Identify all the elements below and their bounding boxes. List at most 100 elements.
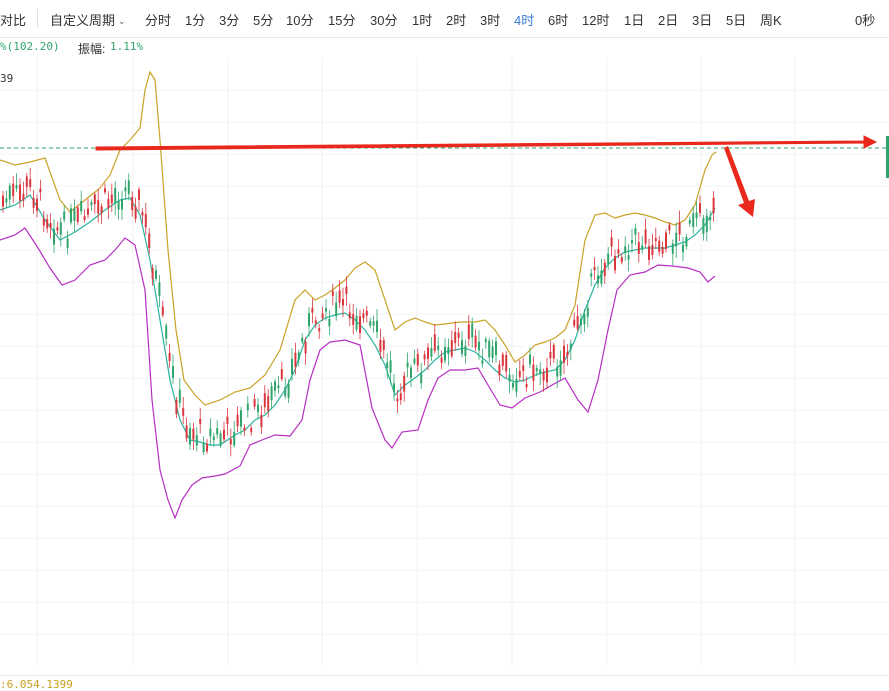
candle-body [416, 353, 419, 366]
candle-body [321, 313, 324, 319]
candle-body [219, 433, 222, 446]
candle-body [471, 323, 474, 338]
candle-body [32, 198, 35, 208]
tab-period-13[interactable]: 1日 [624, 13, 645, 28]
bollinger-middle-line [0, 194, 716, 446]
tab-period-8[interactable]: 2时 [446, 13, 467, 28]
tab-period-3[interactable]: 5分 [253, 13, 274, 28]
candle-body [369, 321, 372, 326]
candle-body [124, 187, 127, 192]
tab-period-15[interactable]: 3日 [692, 13, 713, 28]
candle-body [705, 215, 708, 233]
candle-body [413, 358, 416, 364]
candle-body [107, 198, 110, 208]
tab-period-9[interactable]: 3时 [480, 13, 501, 28]
candle-body [66, 238, 69, 248]
candle-body [243, 427, 246, 431]
candle-body [583, 313, 586, 325]
countdown-label: 0秒 [855, 13, 876, 28]
candle-body [168, 353, 171, 361]
candle-body [348, 312, 351, 319]
candle-body [396, 398, 399, 402]
candle-body [359, 316, 361, 334]
candle-body [532, 364, 535, 381]
candle-body [648, 246, 650, 260]
compare-button[interactable]: 对比 [0, 13, 27, 28]
tab-period-6[interactable]: 30分 [370, 13, 398, 28]
tab-period-7[interactable]: 1时 [412, 13, 433, 28]
candle-body [178, 389, 181, 403]
candle-body [644, 229, 647, 244]
tab-period-10[interactable]: 4时 [514, 13, 535, 28]
candle-body [70, 208, 72, 223]
candle-body [512, 382, 514, 388]
tab-period-2[interactable]: 3分 [219, 13, 240, 28]
candle-body [576, 316, 579, 329]
candle-body [671, 243, 674, 254]
candle-body [308, 313, 310, 327]
candle-body [59, 222, 62, 235]
candle-body [165, 325, 168, 339]
candle-body [46, 219, 49, 229]
candle-body [410, 367, 412, 378]
candle-body [93, 194, 96, 205]
tab-period-0[interactable]: 分时 [145, 13, 172, 28]
candle-body [80, 200, 83, 212]
candle-body [597, 275, 599, 284]
candle-body [263, 393, 266, 408]
candle-body [525, 384, 528, 388]
candle-body [454, 331, 457, 344]
amplitude-label: 振幅: [78, 42, 106, 56]
candle-body [76, 207, 79, 223]
candle-body [172, 366, 174, 378]
candle-body [90, 202, 93, 206]
tab-period-4[interactable]: 10分 [286, 13, 314, 28]
candle-body [549, 351, 552, 359]
candle-body [559, 360, 562, 376]
candle-body [226, 416, 229, 425]
candle-body [386, 362, 389, 369]
candle-body [692, 213, 695, 227]
candle-body [97, 200, 100, 214]
candle-body [668, 224, 671, 231]
candle-body [110, 194, 113, 204]
resistance-arrow [95, 135, 878, 151]
candle-body [637, 241, 640, 254]
candle-body [117, 200, 120, 210]
candle-body [8, 185, 11, 200]
candle-body [182, 408, 185, 416]
footer-readout: :6.054.1399 [0, 678, 73, 691]
candle-body [345, 286, 348, 295]
tab-period-12[interactable]: 12时 [582, 13, 610, 28]
candle-body [437, 345, 440, 351]
candle-body [134, 206, 137, 219]
candle-body [427, 347, 429, 359]
candle-body [573, 319, 576, 326]
candle-body [535, 368, 538, 372]
candle-body [661, 246, 664, 254]
candle-body [678, 222, 681, 235]
tab-period-16[interactable]: 5日 [726, 13, 747, 28]
candle-body [461, 340, 463, 354]
period-toolbar: 对比 自定义周期 ⌄ 分时 1分 3分 5分 10分 15分 30分 1时 2时 … [0, 0, 889, 38]
candle-body [29, 179, 32, 188]
tab-period-1[interactable]: 1分 [185, 13, 206, 28]
candle-body [144, 213, 147, 228]
tab-period-11[interactable]: 6时 [548, 13, 569, 28]
candle-body [311, 307, 314, 313]
candle-body [444, 347, 446, 361]
candle-body [189, 428, 191, 445]
candle-body [590, 273, 593, 277]
candle-body [202, 442, 205, 453]
tab-period-17[interactable]: 周K [760, 13, 782, 28]
candle-body [212, 436, 215, 441]
tab-period-5[interactable]: 15分 [328, 13, 356, 28]
candle-body [457, 332, 460, 338]
candle-body [19, 184, 21, 201]
tab-period-14[interactable]: 2日 [658, 13, 679, 28]
custom-period-dropdown[interactable]: 自定义周期 ⌄ [50, 10, 126, 29]
candle-body [464, 345, 467, 356]
candle-body [522, 365, 525, 371]
candle-body [335, 302, 338, 317]
